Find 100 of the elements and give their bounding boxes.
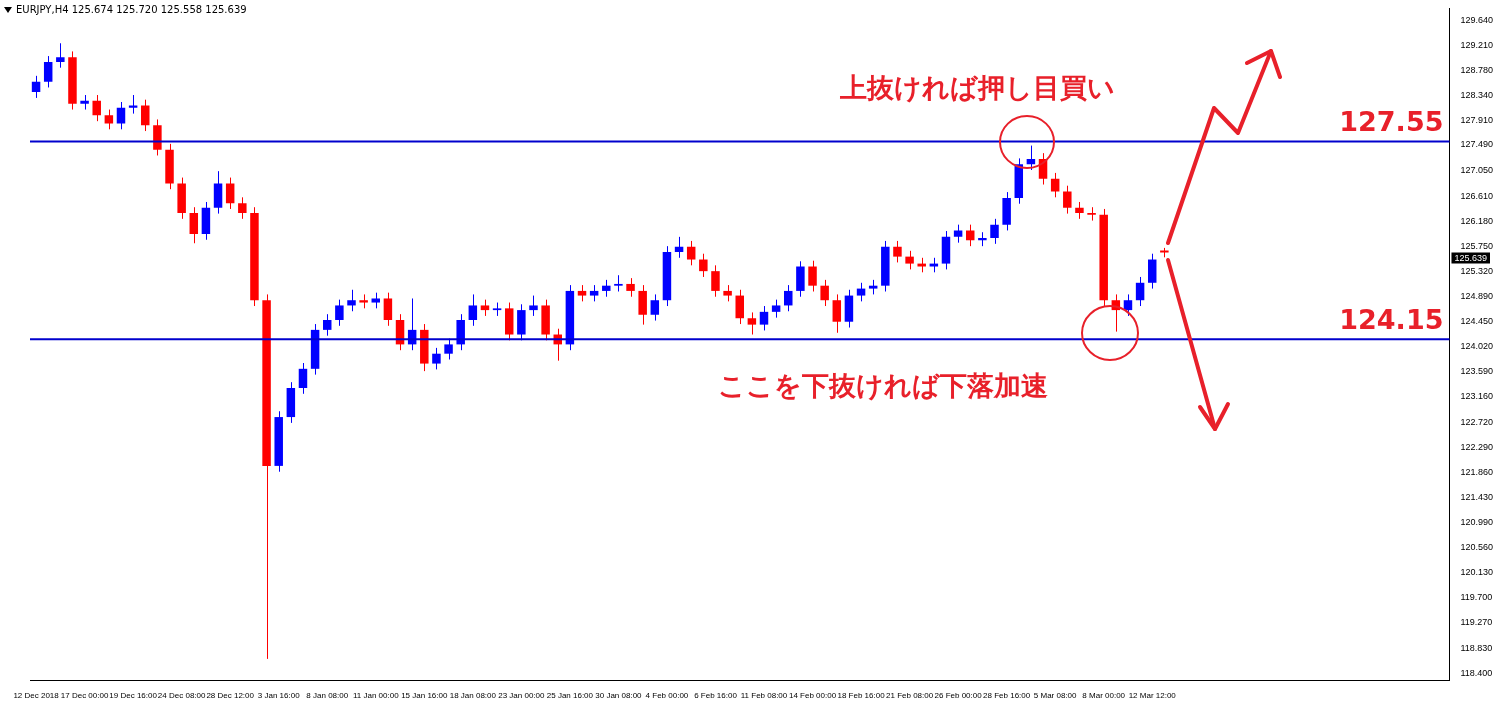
candlestick: [432, 347, 441, 370]
candlestick: [31, 75, 41, 99]
x-tick-label: 6 Feb 16:00: [694, 691, 738, 701]
candlestick: [116, 101, 126, 130]
x-tick-label: 28 Dec 12:00: [206, 691, 255, 701]
x-tick-label: 28 Feb 16:00: [983, 691, 1031, 701]
x-tick-label: 24 Dec 08:00: [157, 691, 206, 701]
x-tick-label: 18 Feb 16:00: [837, 691, 886, 701]
candlestick: [1123, 293, 1133, 317]
candlestick: [128, 94, 138, 115]
x-tick-label: 11 Feb 08:00: [740, 691, 788, 701]
candlestick: [1135, 276, 1145, 307]
y-tick-label: 124.450: [1460, 316, 1494, 327]
candlestick: [92, 94, 101, 122]
candlestick: [104, 109, 114, 130]
x-tick-label: 8 Mar 00:00: [1082, 691, 1126, 701]
x-tick-label: 3 Jan 16:00: [257, 691, 301, 701]
y-tick-label: 120.990: [1460, 517, 1494, 528]
candlestick: [189, 206, 199, 244]
y-tick-label: 127.910: [1460, 115, 1494, 126]
y-tick-label: 129.640: [1460, 14, 1494, 25]
candlestick: [832, 293, 842, 334]
x-tick-label: 11 Jan 00:00: [352, 691, 400, 701]
y-tick-label: 127.490: [1460, 139, 1494, 150]
y-tick-label: 125.320: [1460, 265, 1494, 276]
x-tick-label: 26 Feb 00:00: [934, 691, 983, 701]
y-tick-label: 121.430: [1460, 491, 1494, 502]
candlestick: [808, 260, 817, 292]
candlestick: [347, 289, 356, 312]
candlestick: [238, 196, 247, 220]
candlestick: [1087, 206, 1096, 222]
candlestick: [43, 55, 53, 88]
x-tick-label: 14 Feb 00:00: [788, 691, 837, 701]
y-tick-label: 122.720: [1460, 416, 1494, 427]
chart-title: EURJPY,H4 125.674 125.720 125.558 125.639: [16, 4, 247, 15]
candlestick: [638, 284, 647, 326]
x-tick-label: 5 Mar 08:00: [1033, 691, 1078, 701]
x-tick-label: 23 Jan 00:00: [498, 691, 546, 701]
candlestick: [626, 277, 635, 298]
y-tick-label: 127.050: [1460, 165, 1494, 176]
x-tick-label: 17 Dec 00:00: [60, 691, 109, 701]
candlestick: [1026, 145, 1036, 171]
y-tick-label: 123.160: [1460, 391, 1494, 402]
candlestick: [141, 99, 150, 132]
candlestick: [1050, 172, 1060, 198]
y-tick-label: 118.400: [1460, 667, 1493, 678]
candlestick: [56, 42, 65, 69]
text: 125.639: [1454, 252, 1488, 263]
candlestick: [893, 240, 902, 263]
y-tick-label: 122.290: [1460, 441, 1494, 452]
candlestick: [953, 224, 963, 244]
y-tick-label: 128.340: [1460, 90, 1494, 101]
candlestick: [322, 313, 332, 337]
y-tick-label: 119.270: [1460, 617, 1493, 628]
x-tick-label: 8 Jan 08:00: [306, 691, 349, 701]
candlestick: [1063, 185, 1072, 215]
candlestick: [747, 311, 757, 336]
y-tick-label: 123.590: [1460, 366, 1494, 377]
candlestick: [905, 250, 914, 270]
x-tick-label: 21 Feb 08:00: [886, 691, 934, 701]
candlestick: [686, 240, 696, 266]
candlestick: [444, 338, 453, 361]
y-tick-label: 120.130: [1460, 567, 1494, 578]
candlestick: [529, 295, 538, 317]
y-tick-label: 129.210: [1460, 39, 1494, 50]
candlestick: [335, 299, 344, 327]
y-tick-label: 126.180: [1460, 215, 1494, 226]
ref-line-label: 124.15: [1339, 303, 1444, 335]
annotation: 上抜ければ押し目買い: [840, 71, 1115, 105]
candlestick: [990, 218, 999, 245]
y-tick-label: 125.750: [1460, 240, 1494, 251]
candlestick: [699, 253, 708, 278]
x-tick-label: 12 Mar 12:00: [1128, 691, 1177, 701]
candlestick: [1147, 253, 1157, 290]
ref-line-label: 127.55: [1339, 106, 1444, 138]
x-tick-label: 25 Jan 16:00: [546, 691, 594, 701]
y-tick-label: 121.860: [1460, 466, 1494, 477]
y-tick-label: 126.610: [1460, 190, 1494, 201]
candlestick: [820, 279, 829, 307]
y-tick-label: 120.560: [1460, 542, 1494, 553]
x-tick-label: 30 Jan 08:00: [595, 691, 643, 701]
candlestick: [674, 236, 684, 259]
y-tick-label: 118.830: [1460, 642, 1493, 653]
annotation: ここを下抜ければ下落加速: [718, 369, 1048, 403]
y-tick-label: 128.780: [1460, 64, 1494, 75]
candlestick: [468, 293, 478, 327]
candlestick: [735, 289, 744, 325]
candlestick: [614, 274, 623, 292]
candlestick: [298, 362, 308, 395]
candlestick: [225, 177, 235, 210]
y-tick-label: 124.890: [1460, 290, 1494, 301]
candlestick: [771, 299, 781, 319]
x-tick-label: 19 Dec 16:00: [109, 691, 158, 701]
y-tick-label: 119.700: [1460, 592, 1493, 603]
candlestick: [966, 224, 975, 247]
candlestick: [650, 293, 660, 322]
x-tick-label: 4 Feb 00:00: [645, 691, 689, 701]
candlestick: [856, 282, 866, 302]
x-tick-label: 15 Jan 16:00: [401, 691, 448, 701]
candlestick: [383, 292, 393, 327]
